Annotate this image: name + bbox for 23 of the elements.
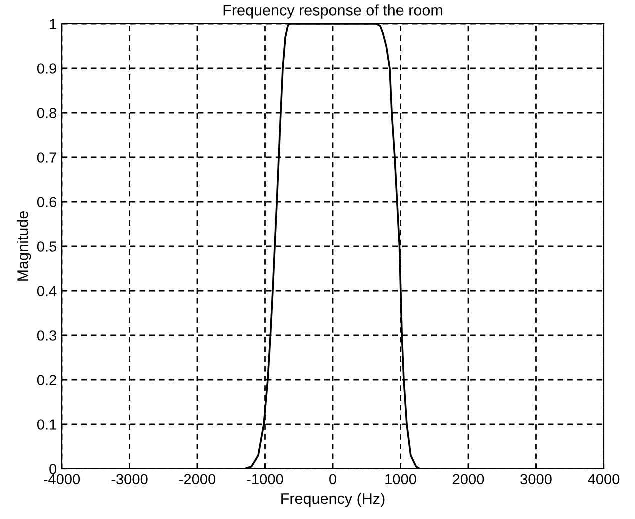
x-tick-label: -2000	[180, 474, 216, 485]
y-tick-label: 0.6	[37, 197, 56, 208]
y-tick-label: 0.3	[37, 330, 56, 341]
x-tick-label: 2000	[453, 474, 484, 485]
chart-title: Frequency response of the room	[224, 4, 442, 19]
y-tick-label: 0	[50, 464, 57, 474]
x-tick-label: 3000	[520, 474, 552, 485]
y-tick-label: 0.8	[37, 108, 57, 118]
y-axis-title: Magnitude	[17, 212, 32, 281]
y-tick-label: 0.4	[37, 286, 57, 296]
x-tick-label: -1000	[247, 474, 284, 485]
x-tick-label: -4000	[44, 474, 80, 485]
x-tick-label: -3000	[112, 474, 148, 485]
y-tick-label: 0.1	[37, 420, 56, 430]
y-tick-label: 1	[50, 19, 56, 30]
y-tick-label: 0.5	[37, 242, 57, 252]
x-tick-label: 4000	[588, 474, 620, 485]
y-tick-label: 0.7	[37, 152, 56, 163]
y-tick-label: 0.2	[37, 375, 56, 386]
x-tick-label: 0	[330, 474, 336, 485]
x-axis-title: Frequency (Hz)	[282, 493, 385, 508]
y-tick-label: 0.9	[37, 64, 56, 74]
x-tick-label: 1000	[386, 474, 416, 485]
